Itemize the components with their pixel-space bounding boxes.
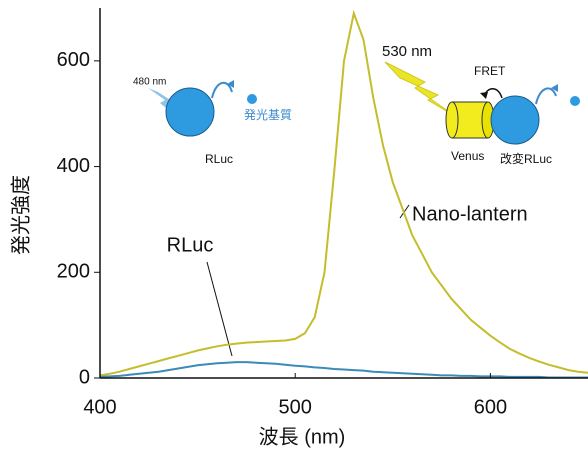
- substrate-dot: [247, 94, 257, 104]
- inset-nano-lantern: 530 nm FRET Venus 改変RLuc: [382, 43, 580, 166]
- arrow-head: [480, 92, 488, 99]
- x-axis-title: 波長 (nm): [259, 425, 346, 448]
- x-tick-label: 600: [474, 396, 507, 418]
- x-tick-label: 500: [279, 396, 312, 418]
- light-icon: [384, 61, 459, 119]
- series-label: Nano-lantern: [412, 203, 528, 225]
- y-tick-label: 200: [57, 261, 90, 283]
- annotation: 改変RLuc: [500, 151, 552, 166]
- arrow-head: [551, 84, 558, 92]
- series-line: [99, 9, 588, 377]
- annotation: 発光基質: [244, 107, 292, 122]
- substrate-dot: [570, 96, 580, 106]
- enzyme-circle: [165, 87, 215, 137]
- annotation: FRET: [474, 64, 506, 78]
- series-line: [99, 361, 588, 379]
- arrow: [211, 82, 233, 99]
- annotation: 530 nm: [382, 43, 432, 60]
- y-tick-label: 400: [57, 155, 90, 177]
- y-tick-label: 0: [79, 366, 90, 388]
- y-axis-title: 発光強度: [9, 175, 32, 255]
- annotation: 480 nm: [133, 77, 166, 88]
- annotation: Venus: [451, 149, 484, 163]
- series-label: RLuc: [167, 234, 214, 256]
- arrow-head: [227, 80, 234, 88]
- x-tick-label: 400: [83, 396, 116, 418]
- pointer-line: [206, 261, 233, 357]
- annotation: RLuc: [205, 152, 233, 166]
- arrow: [535, 87, 557, 105]
- enzyme-circle: [490, 95, 540, 145]
- venus-end: [445, 101, 459, 139]
- y-tick-label: 600: [57, 49, 90, 71]
- inset-rluc: 480 nm 発光基質 RLuc: [133, 77, 292, 167]
